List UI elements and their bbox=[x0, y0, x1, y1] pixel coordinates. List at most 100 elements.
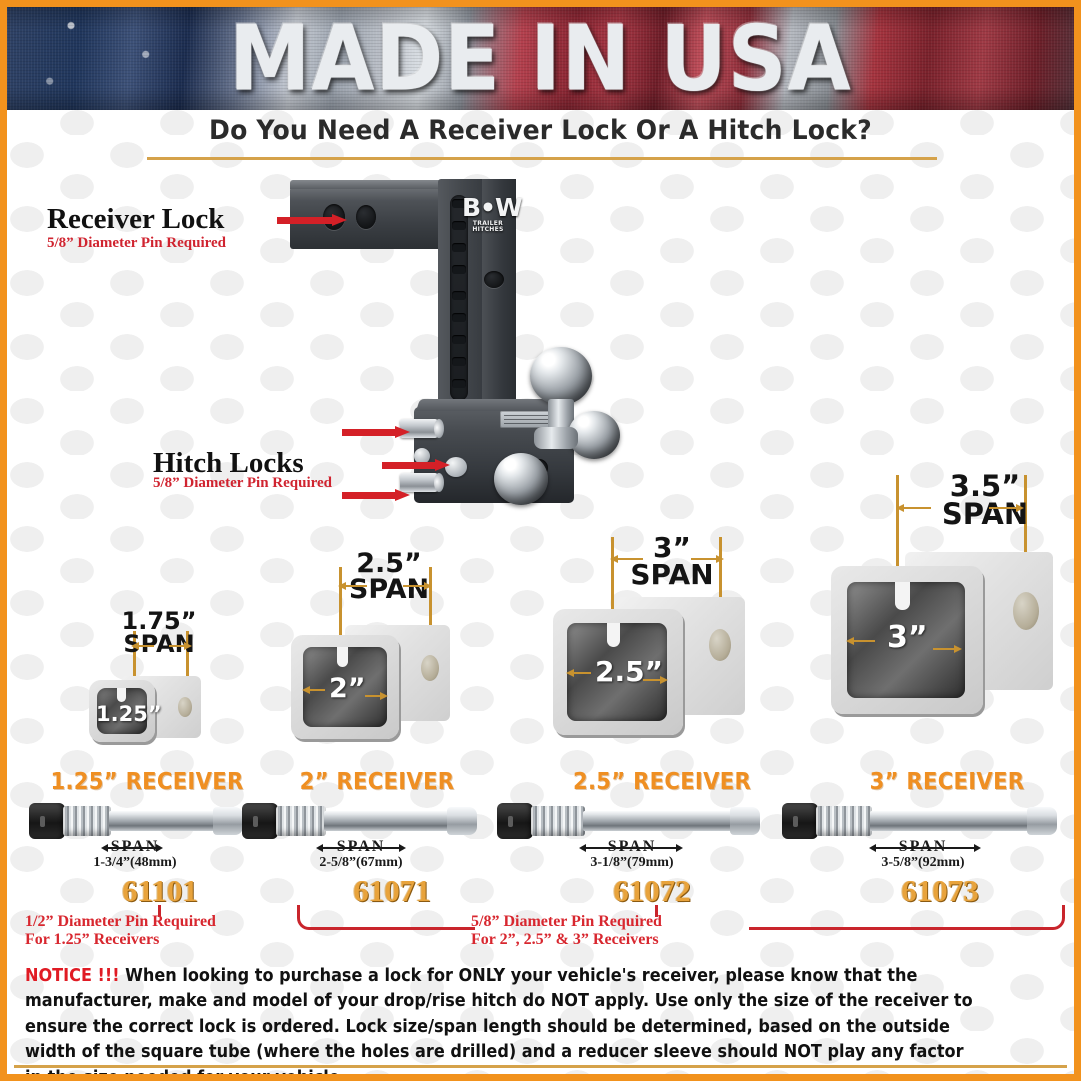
part-number-4: 61073 bbox=[901, 873, 979, 908]
hitch-lock-pin-bottom bbox=[400, 473, 444, 492]
hitch-lock-pin-middle bbox=[414, 448, 430, 464]
span-arrow-left-4 bbox=[896, 504, 931, 512]
receiver-title-1: 1.25” RECEIVER bbox=[50, 769, 244, 795]
tube-inner-arrow-right-4 bbox=[933, 645, 962, 653]
made-in-usa-banner: MADE IN USA bbox=[7, 7, 1074, 110]
slot-notch bbox=[452, 335, 466, 344]
shank-hole-2 bbox=[356, 205, 376, 229]
tube-slot-notch-2 bbox=[337, 647, 348, 667]
tube-inner-arrow-left-3 bbox=[566, 669, 591, 677]
pin-note-1: 1/2” Diameter Pin Required For 1.25” Rec… bbox=[25, 913, 216, 949]
pin-tip bbox=[213, 807, 243, 835]
hitch-ball-small bbox=[494, 453, 548, 505]
upright-front-face bbox=[482, 179, 516, 425]
span-measure-3: 3-1/8”(79mm) bbox=[590, 855, 674, 870]
span-guide-right-2 bbox=[429, 567, 432, 649]
arrow-receiver-lock bbox=[277, 214, 347, 226]
shared-pin-bracket-left bbox=[297, 905, 475, 930]
span-word-pin-1: SPAN bbox=[110, 838, 160, 855]
span-arrow-right-4 bbox=[989, 504, 1024, 512]
receiver-tube-1-25: 1.25” bbox=[83, 670, 213, 752]
pin-span-arrow-2 bbox=[316, 844, 406, 852]
part-number-2: 61071 bbox=[353, 873, 431, 908]
span-label-2: 2.5” SPAN bbox=[319, 548, 459, 605]
pin-shaft bbox=[583, 811, 735, 831]
span-measure-4: 3-5/8”(92mm) bbox=[881, 855, 965, 870]
bw-logo-subtext: TRAILER HITCHES bbox=[472, 220, 504, 233]
span-word-3: SPAN bbox=[630, 557, 714, 591]
pin-span-arrow-3 bbox=[579, 844, 683, 852]
span-value-4: 3.5” bbox=[949, 469, 1021, 503]
pin-keyhole bbox=[508, 816, 513, 827]
pin-span-arrow-1 bbox=[101, 844, 163, 852]
span-value-3: 3” bbox=[653, 531, 691, 564]
span-arrow-left-1 bbox=[131, 642, 154, 650]
subtitle-underline bbox=[147, 157, 937, 160]
tube-slot-notch-4 bbox=[895, 582, 910, 610]
tube-side-hole-4 bbox=[1013, 592, 1039, 630]
slot-notch bbox=[452, 313, 466, 322]
span-value-1: 1.75” bbox=[121, 607, 197, 635]
span-word-4: SPAN bbox=[941, 496, 1029, 531]
tube-slot-notch-3 bbox=[607, 623, 620, 647]
hitch-ball-neck-bottom bbox=[534, 427, 578, 449]
banner-vignette bbox=[7, 7, 1074, 110]
span-measure-2: 2-5/8”(67mm) bbox=[319, 855, 403, 870]
slot-notch bbox=[452, 221, 466, 230]
span-word-pin-2: SPAN bbox=[336, 838, 386, 855]
arrow-hitch-lock-bottom bbox=[342, 489, 410, 501]
part-number-1: 61101 bbox=[122, 873, 198, 908]
span-value-2: 2.5” bbox=[356, 548, 422, 579]
pin-tip bbox=[1027, 807, 1057, 835]
span-word-2: SPAN bbox=[348, 573, 430, 605]
arrow-hitch-lock-middle bbox=[382, 459, 450, 471]
shank-top-face bbox=[290, 180, 476, 189]
slot-notch bbox=[452, 199, 466, 208]
span-label-4: 3.5” SPAN bbox=[905, 472, 1065, 531]
span-measure-1: 1-3/4”(48mm) bbox=[93, 855, 177, 870]
tube-side-hole-2 bbox=[421, 655, 439, 681]
span-arrow-right-2 bbox=[403, 582, 432, 590]
pin-shaft bbox=[109, 811, 219, 831]
american-flag-image bbox=[7, 7, 1074, 110]
pin-note-2: 5/8” Diameter Pin Required For 2”, 2.5” … bbox=[471, 913, 662, 949]
span-guide-left-3 bbox=[611, 537, 614, 617]
part-tick-1 bbox=[158, 905, 161, 917]
bottom-rule bbox=[14, 1065, 1067, 1068]
pin-rubber-cap bbox=[497, 803, 533, 839]
upright-slot-column bbox=[450, 195, 468, 401]
page-subtitle: Do You Need A Receiver Lock Or A Hitch L… bbox=[209, 115, 872, 146]
slot-notch bbox=[452, 379, 466, 388]
hitch-upright-post bbox=[438, 179, 516, 425]
span-word-pin-4: SPAN bbox=[898, 838, 948, 855]
pin-tip bbox=[730, 807, 760, 835]
notice-text: When looking to purchase a lock for ONLY… bbox=[25, 966, 973, 1081]
span-label-3: 3” SPAN bbox=[597, 534, 747, 591]
span-guide-left-2 bbox=[339, 567, 342, 640]
hitch-product-image: B•W TRAILER HITCHES bbox=[290, 179, 620, 529]
tube-size-label-3: 2.5” bbox=[595, 655, 664, 688]
pin-span-caption-1: SPAN 1-3/4”(48mm) bbox=[55, 838, 215, 871]
hitch-locks-sublabel: 5/8” Diameter Pin Required bbox=[153, 475, 333, 491]
slot-notch bbox=[452, 357, 466, 366]
shared-pin-bracket-right bbox=[749, 905, 1065, 930]
bw-logo-text: B•W bbox=[462, 193, 523, 222]
part-tick-2 bbox=[655, 905, 658, 917]
hitch-ball-large bbox=[530, 347, 592, 405]
span-arrow-left-3 bbox=[610, 555, 643, 563]
tube-size-label-4: 3” bbox=[887, 620, 928, 655]
tube-slot-notch-1 bbox=[117, 688, 126, 702]
flag-fabric-texture bbox=[7, 7, 1074, 110]
span-word-pin-3: SPAN bbox=[607, 838, 657, 855]
span-guide-left-1 bbox=[133, 631, 136, 687]
pin-knurled-collar bbox=[531, 806, 585, 836]
arrow-hitch-lock-top bbox=[342, 426, 410, 438]
slot-notch bbox=[452, 243, 466, 252]
pin-knurled-collar bbox=[816, 806, 872, 836]
pin-rubber-cap bbox=[242, 803, 278, 839]
tube-inner-arrow-right-3 bbox=[643, 676, 668, 684]
tube-inner-arrow-left-2 bbox=[302, 686, 325, 694]
pin-note-2-line1: 5/8” Diameter Pin Required bbox=[471, 913, 662, 930]
upright-pin-hole bbox=[484, 271, 504, 288]
